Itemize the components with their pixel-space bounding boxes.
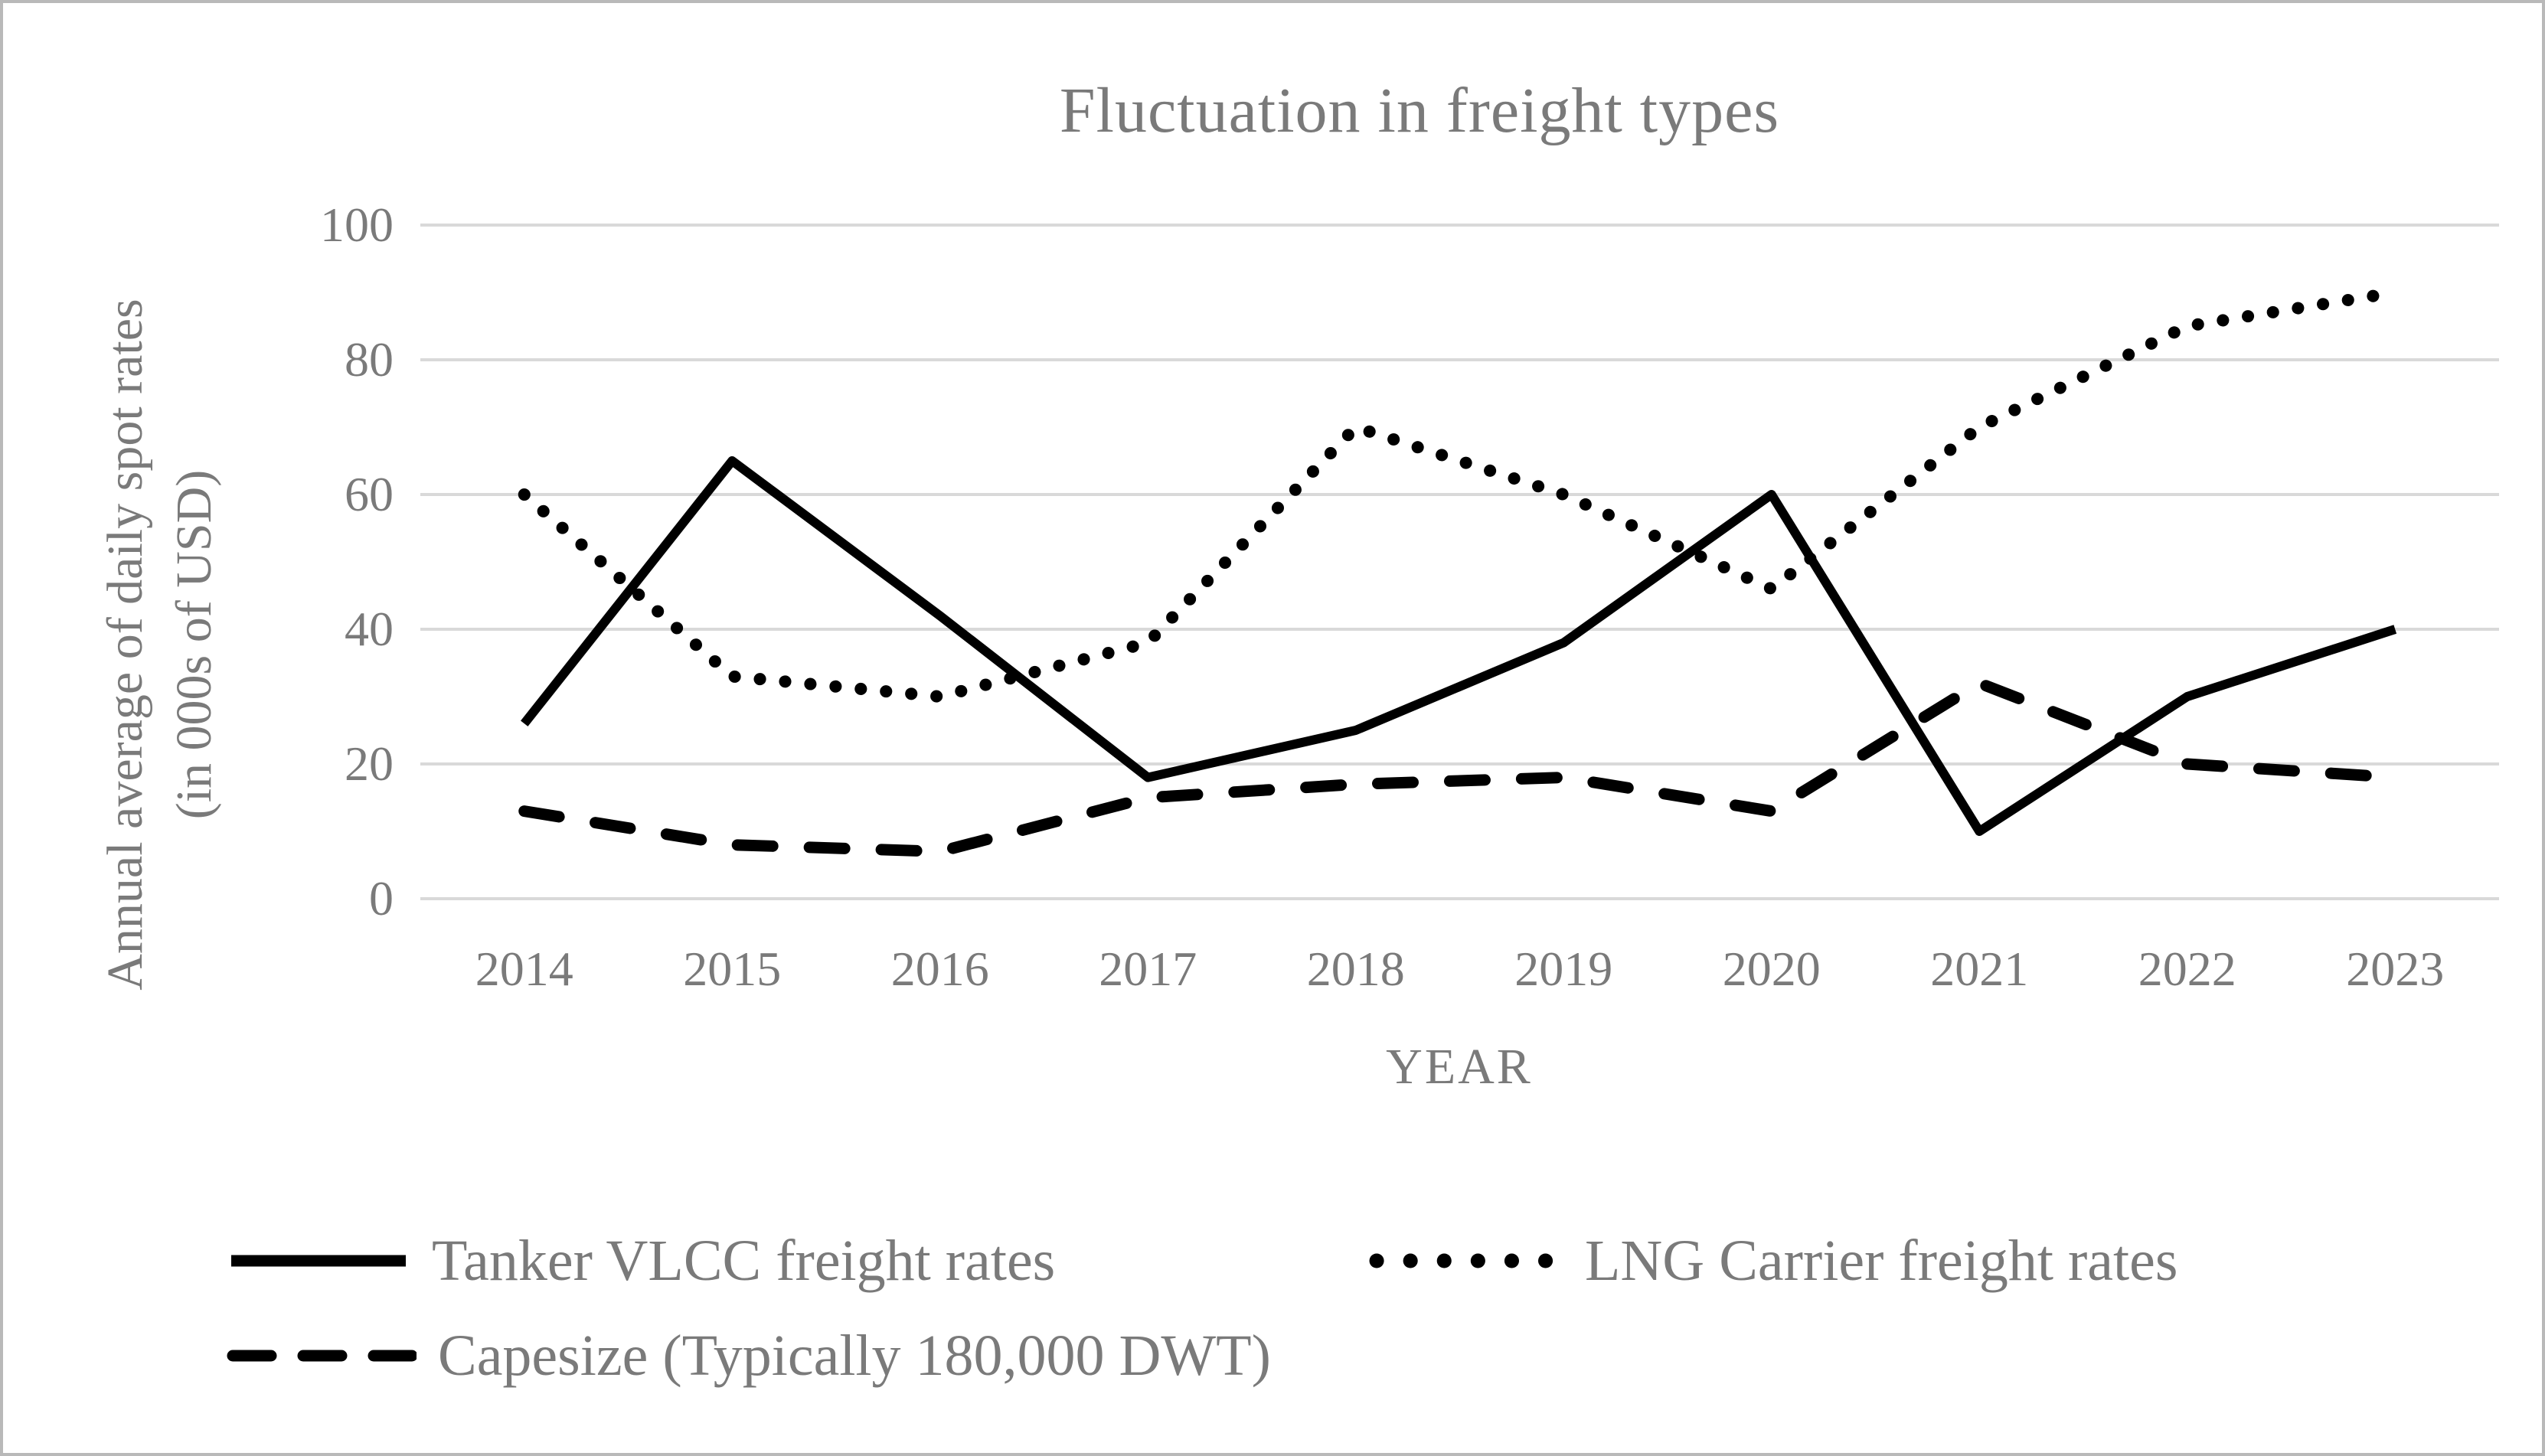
legend-label: Tanker VLCC freight rates [432, 1228, 1056, 1293]
x-axis-tick-label: 2018 [1306, 942, 1405, 996]
legend-label: LNG Carrier freight rates [1585, 1228, 2178, 1293]
legend-label: Capesize (Typically 180,000 DWT) [438, 1323, 1271, 1388]
legend-item-capesize: Capesize (Typically 180,000 DWT) [227, 1314, 1271, 1398]
x-axis-tick-label: 2014 [475, 942, 573, 996]
y-axis-title-line1: Annual average of daily spot rates [97, 299, 153, 991]
series-line-dotted [518, 286, 2402, 703]
series-line-dashed [518, 677, 2401, 857]
y-axis-tick-label: 20 [345, 736, 394, 791]
x-axis-tick-label: 2021 [1930, 942, 2029, 996]
y-axis-tick-label: 0 [369, 871, 394, 926]
y-axis-tick-label: 60 [345, 467, 394, 521]
y-axis-tick-label: 40 [345, 602, 394, 656]
legend-item-lng: LNG Carrier freight rates [1367, 1219, 2177, 1303]
y-axis-tick-label: 80 [345, 332, 394, 387]
line-chart-plot-area [420, 224, 2499, 900]
x-axis-title: YEAR [1386, 1039, 1533, 1095]
x-axis-tick-label: 2016 [890, 942, 989, 996]
x-axis-tick-label: 2019 [1514, 942, 1613, 996]
x-axis-tick-label: 2020 [1722, 942, 1821, 996]
legend-item-tanker: Tanker VLCC freight rates [227, 1219, 1055, 1303]
x-axis-tick-label: 2023 [2346, 942, 2445, 996]
y-axis-tick-label: 100 [320, 198, 394, 252]
x-axis-tick-label: 2015 [683, 942, 782, 996]
chart-title: Fluctuation in freight types [1059, 75, 1780, 146]
legend-swatch-dashed-line [227, 1350, 417, 1362]
legend-swatch-solid-line [231, 1255, 406, 1267]
legend-swatch-dotted-line [1369, 1253, 1563, 1268]
x-axis-tick-label: 2017 [1099, 942, 1197, 996]
x-axis-tick-label: 2022 [2138, 942, 2236, 996]
series-line-solid [521, 456, 2397, 836]
